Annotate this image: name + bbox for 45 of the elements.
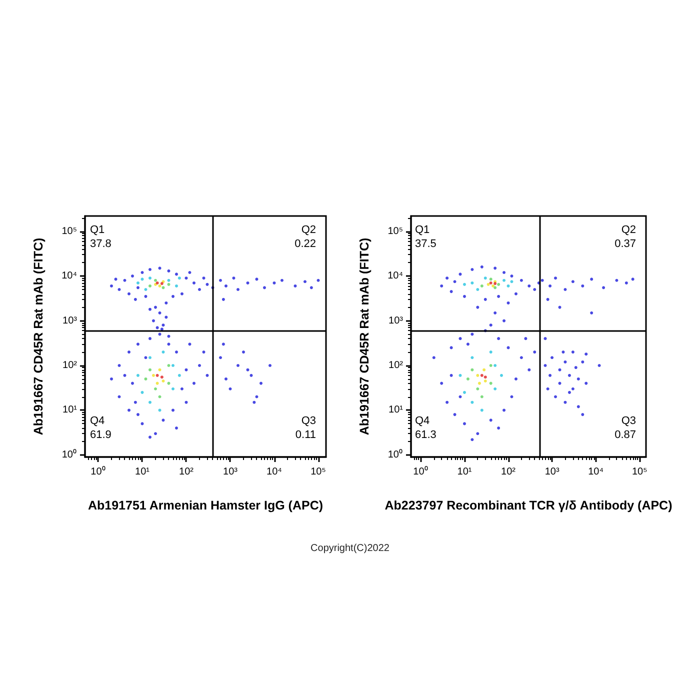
x-axis-title: Ab223797 Recombinant TCR γ/δ Antibody (APC)	[384, 498, 672, 512]
x-tick-label: 10²	[179, 466, 194, 478]
annotation: 37.5	[415, 238, 436, 250]
annotation: Q3	[301, 415, 316, 427]
y-tick-label: 10¹	[62, 404, 78, 416]
y-tick-label: 10⁵	[62, 226, 77, 237]
y-tick-label: 10⁴	[62, 270, 77, 282]
annotation: Q2	[301, 224, 316, 236]
x-axis-title: Ab191751 Armenian Hamster IgG (APC)	[88, 498, 324, 512]
y-tick-label: 10⁵	[388, 226, 403, 237]
y-tick-label: 10²	[388, 360, 404, 371]
text: Copyright(C)2022	[310, 543, 390, 554]
x-tick-label: 10³	[223, 466, 238, 478]
annotation: Q3	[621, 415, 636, 427]
annotation: 37.8	[90, 238, 112, 250]
y-tick-label: 10³	[62, 315, 78, 326]
x-tick-label: 10⁵	[310, 466, 326, 478]
x-tick-label: 10¹	[135, 466, 150, 478]
y-tick-label: 10¹	[388, 404, 404, 416]
x-tick-label: 10⁵	[632, 466, 648, 478]
annotation: 0.22	[294, 238, 316, 250]
x-tick-label: 10¹	[457, 466, 472, 478]
y-axis-title: Ab191667 CD45R Rat mAb (FITC)	[32, 238, 46, 436]
y-tick-label: 10⁰	[62, 448, 77, 460]
y-tick-label: 10⁴	[388, 270, 403, 282]
x-tick-label: 10⁴	[266, 466, 282, 478]
x-tick-label: 10⁰	[90, 466, 106, 478]
annotation: Q4	[415, 415, 430, 427]
x-tick-label: 10⁴	[588, 466, 604, 478]
annotation: Q1	[90, 224, 105, 236]
x-tick-label: 10⁰	[413, 466, 428, 478]
annotation: Q4	[90, 415, 105, 427]
annotation: 0.37	[614, 238, 636, 250]
y-tick-label: 10³	[388, 315, 404, 326]
x-tick-label: 10³	[544, 466, 560, 478]
y-tick-label: 10⁰	[388, 448, 403, 460]
annotation: Q1	[415, 224, 430, 236]
x-tick-label: 10²	[501, 466, 516, 478]
annotation: Q2	[621, 224, 636, 236]
y-tick-label: 10²	[62, 360, 78, 371]
annotation: 61.3	[415, 429, 436, 441]
annotation: 0.11	[295, 429, 316, 441]
annotation: 61.9	[90, 429, 112, 441]
annotation: 0.87	[614, 429, 636, 441]
y-axis-title: Ab191667 CD45R Rat mAb (FITC)	[358, 238, 372, 436]
